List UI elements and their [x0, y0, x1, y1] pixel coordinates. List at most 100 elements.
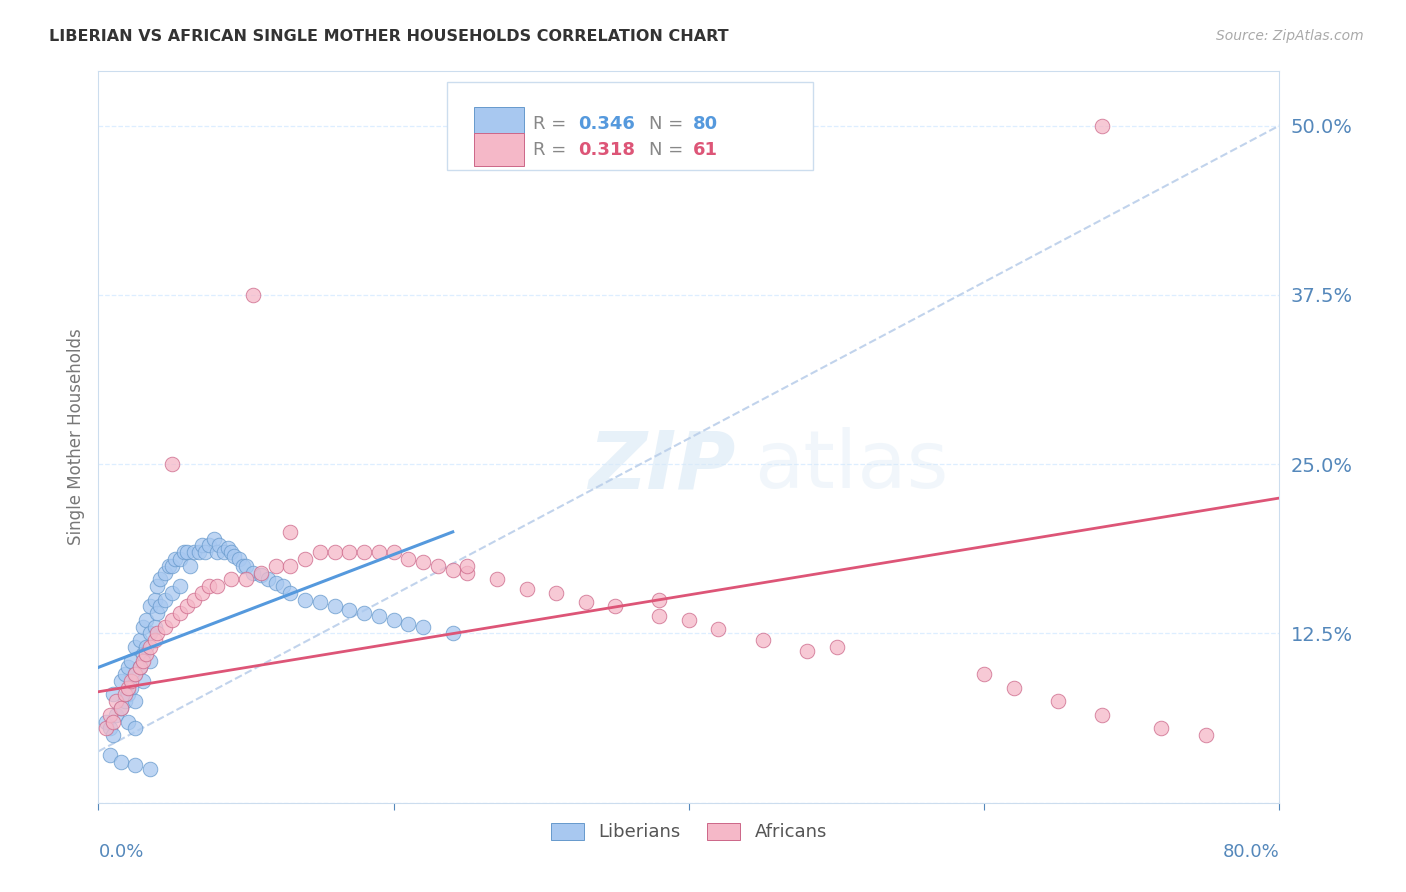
Point	[143, 633, 166, 648]
Point	[135, 613, 157, 627]
Point	[235, 572, 257, 586]
Y-axis label: Single Mother Households: Single Mother Households	[66, 329, 84, 545]
Text: 0.0%: 0.0%	[98, 843, 143, 861]
Point	[242, 566, 264, 580]
Point	[105, 707, 128, 722]
Point	[124, 667, 146, 681]
Text: R =: R =	[533, 141, 572, 159]
Point	[1195, 728, 1218, 742]
Point	[309, 545, 332, 559]
Text: 80.0%: 80.0%	[1223, 843, 1279, 861]
Point	[264, 558, 287, 573]
Point	[250, 568, 273, 582]
Point	[212, 545, 235, 559]
Point	[208, 538, 231, 552]
Point	[176, 599, 198, 614]
Point	[232, 558, 254, 573]
Point	[412, 620, 434, 634]
Point	[1091, 119, 1114, 133]
Point	[94, 721, 117, 735]
Point	[280, 558, 302, 573]
FancyBboxPatch shape	[474, 133, 523, 167]
Point	[427, 558, 450, 573]
Point	[221, 545, 243, 559]
Point	[398, 617, 420, 632]
Point	[103, 688, 125, 702]
Point	[98, 748, 121, 763]
Point	[546, 586, 568, 600]
Point	[149, 599, 172, 614]
Point	[143, 592, 166, 607]
Point	[648, 592, 671, 607]
Point	[98, 707, 121, 722]
Text: 61: 61	[693, 141, 717, 159]
Point	[294, 592, 316, 607]
Point	[242, 288, 264, 302]
Point	[114, 694, 136, 708]
Point	[1091, 707, 1114, 722]
Point	[153, 566, 176, 580]
Point	[457, 566, 479, 580]
Point	[973, 667, 995, 681]
Point	[157, 558, 180, 573]
Point	[105, 694, 128, 708]
Point	[678, 613, 700, 627]
Point	[139, 654, 162, 668]
Point	[441, 563, 464, 577]
Point	[382, 613, 405, 627]
Point	[264, 576, 287, 591]
Point	[382, 545, 405, 559]
Point	[117, 660, 139, 674]
Point	[128, 660, 150, 674]
Point	[457, 558, 479, 573]
Text: N =: N =	[648, 115, 689, 133]
Point	[110, 755, 132, 769]
FancyBboxPatch shape	[474, 107, 523, 141]
Point	[146, 626, 169, 640]
Point	[194, 545, 217, 559]
Point	[323, 545, 346, 559]
Point	[486, 572, 509, 586]
Point	[309, 595, 332, 609]
Point	[221, 572, 243, 586]
Point	[202, 532, 225, 546]
Text: Source: ZipAtlas.com: Source: ZipAtlas.com	[1216, 29, 1364, 43]
Point	[117, 688, 139, 702]
Point	[124, 694, 146, 708]
Point	[707, 623, 730, 637]
Point	[169, 579, 191, 593]
Point	[162, 613, 183, 627]
Point	[117, 714, 139, 729]
Point	[271, 579, 294, 593]
Point	[183, 592, 205, 607]
Point	[198, 538, 221, 552]
Point	[368, 545, 391, 559]
Point	[294, 552, 316, 566]
Point	[1150, 721, 1173, 735]
Point	[124, 640, 146, 654]
FancyBboxPatch shape	[447, 82, 813, 170]
Point	[169, 606, 191, 620]
Text: 0.318: 0.318	[578, 141, 636, 159]
Text: 80: 80	[693, 115, 717, 133]
Text: 0.346: 0.346	[578, 115, 634, 133]
Point	[339, 603, 361, 617]
Point	[103, 728, 125, 742]
Point	[132, 654, 155, 668]
Point	[149, 572, 172, 586]
Point	[146, 579, 169, 593]
Legend: Liberians, Africans: Liberians, Africans	[544, 815, 834, 848]
Point	[103, 714, 125, 729]
Point	[139, 626, 162, 640]
Point	[441, 626, 464, 640]
Point	[257, 572, 280, 586]
Point	[183, 545, 205, 559]
Point	[398, 552, 420, 566]
Point	[124, 721, 146, 735]
Point	[94, 714, 117, 729]
Point	[228, 552, 250, 566]
Point	[110, 701, 132, 715]
Point	[153, 592, 176, 607]
Point	[132, 647, 155, 661]
Point	[132, 673, 155, 688]
